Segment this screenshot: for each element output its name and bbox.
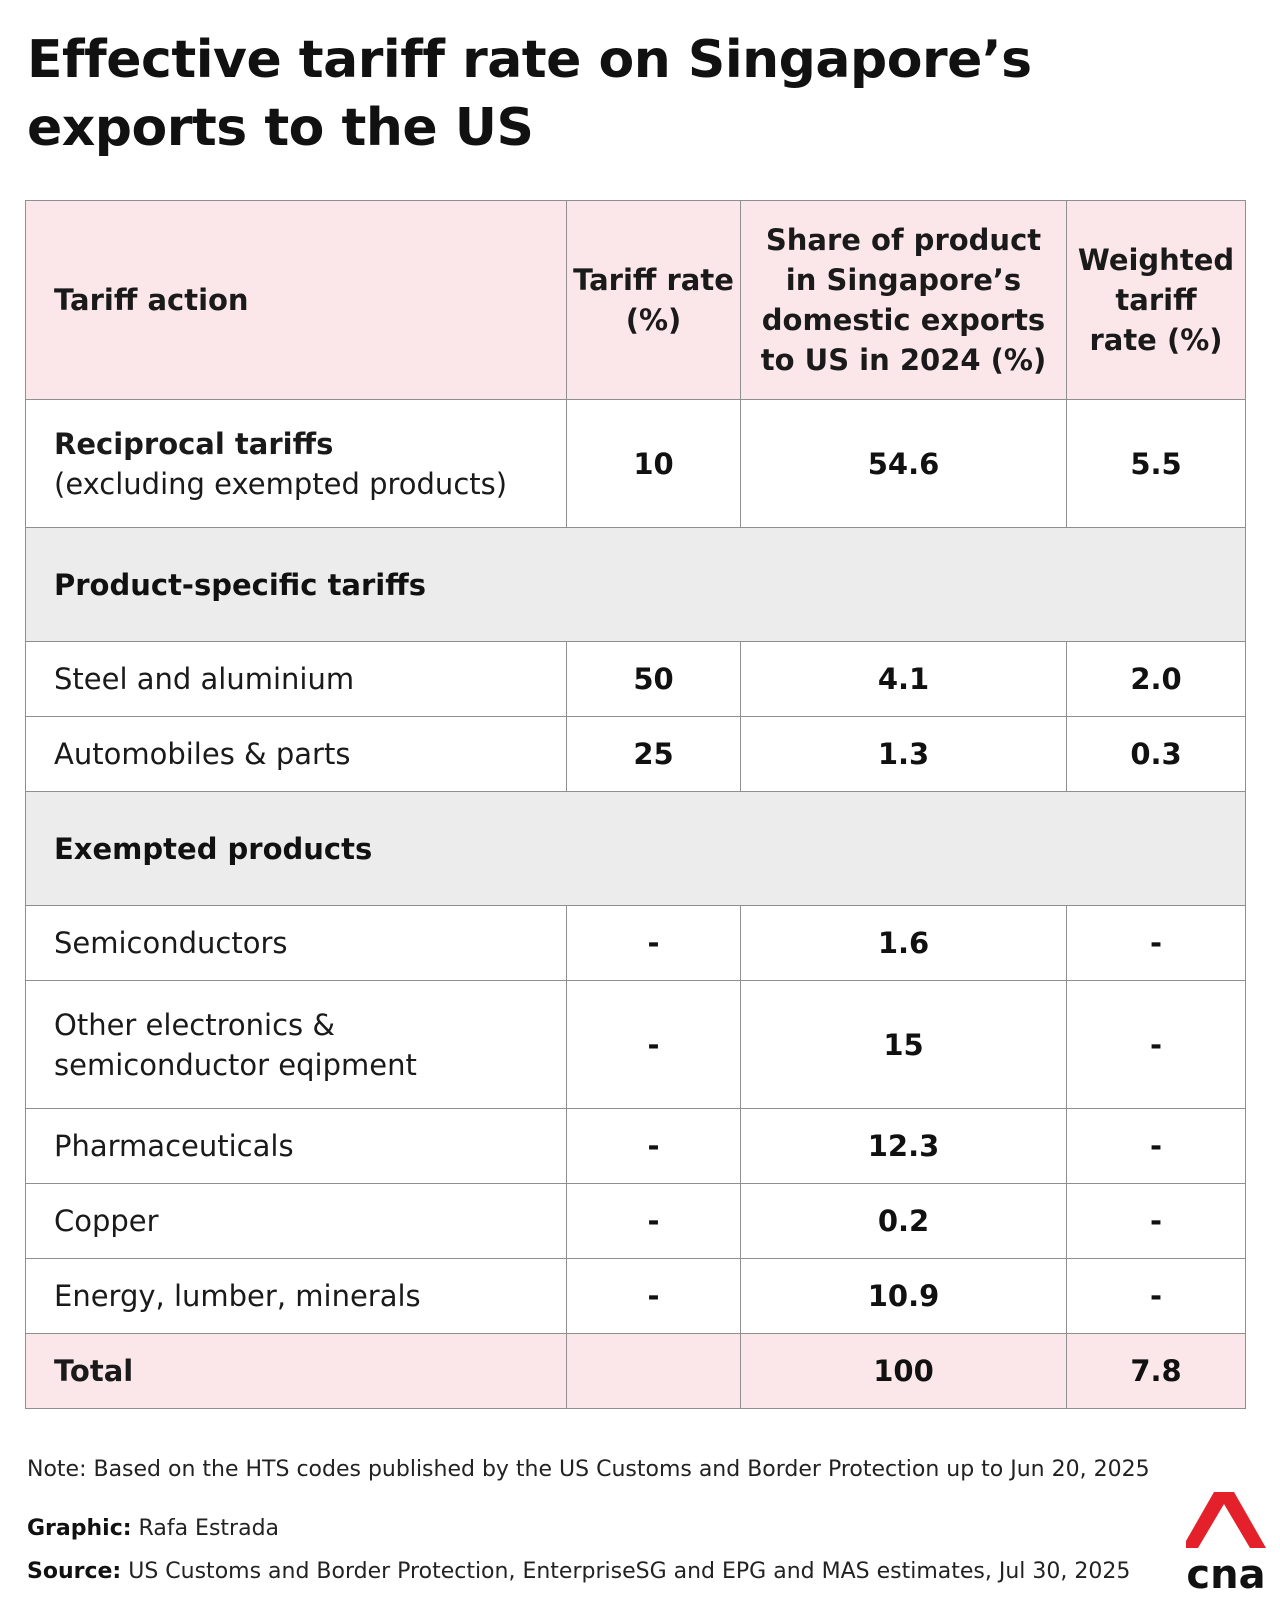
- row-label: Other electronics & semiconductor eqipme…: [25, 980, 567, 1109]
- table-row: Other electronics & semiconductor eqipme…: [25, 980, 1246, 1109]
- header-weighted-rate-text: Weighted tariff rate (%): [1077, 243, 1235, 357]
- section-label-product-specific: Product-specific tariffs: [25, 527, 1246, 642]
- row-weighted: -: [1066, 1183, 1246, 1259]
- row-label-reciprocal: Reciprocal tariffs (excluding exempted p…: [25, 399, 567, 528]
- total-share: 100: [740, 1333, 1067, 1409]
- row-label: Copper: [25, 1183, 567, 1259]
- header-row: Tariff action Tariff rate (%) Share of p…: [25, 200, 1246, 400]
- row-rate: -: [566, 980, 741, 1109]
- table-row: Energy, lumber, minerals - 10.9 -: [25, 1258, 1246, 1334]
- cna-logo-mark: [1186, 1492, 1266, 1548]
- total-row: Total 100 7.8: [25, 1333, 1246, 1409]
- row-label: Pharmaceuticals: [25, 1108, 567, 1184]
- table-row: Automobiles & parts 25 1.3 0.3: [25, 716, 1246, 792]
- reciprocal-sublabel: (excluding exempted products): [54, 466, 508, 501]
- total-label: Total: [25, 1333, 567, 1409]
- header-tariff-rate: Tariff rate (%): [566, 200, 741, 400]
- header-tariff-action: Tariff action: [25, 200, 567, 400]
- row-share: 4.1: [740, 641, 1067, 717]
- row-weighted: 2.0: [1066, 641, 1246, 717]
- row-rate: -: [566, 1183, 741, 1259]
- tariff-table: Tariff action Tariff rate (%) Share of p…: [25, 200, 1246, 1409]
- table-row: Pharmaceuticals - 12.3 -: [25, 1108, 1246, 1184]
- reciprocal-share: 54.6: [740, 399, 1067, 528]
- header-tariff-rate-text: Tariff rate (%): [573, 263, 734, 337]
- row-share: 15: [740, 980, 1067, 1109]
- row-rate: 50: [566, 641, 741, 717]
- row-weighted: -: [1066, 1258, 1246, 1334]
- section-row-exempted: Exempted products: [25, 791, 1246, 906]
- chart-title: Effective tariff rate on Singapore’s exp…: [27, 30, 1032, 158]
- graphic-credit-label: Graphic:: [27, 1516, 132, 1541]
- source-credit: Source: US Customs and Border Protection…: [27, 1557, 1130, 1587]
- header-weighted-rate: Weighted tariff rate (%): [1066, 200, 1246, 400]
- reciprocal-label: Reciprocal tariffs: [54, 426, 334, 461]
- source-credit-label: Source:: [27, 1559, 122, 1584]
- table-row: Steel and aluminium 50 4.1 2.0: [25, 641, 1246, 717]
- section-label-exempted: Exempted products: [25, 791, 1246, 906]
- row-rate: -: [566, 1108, 741, 1184]
- table-row-reciprocal: Reciprocal tariffs (excluding exempted p…: [25, 399, 1246, 528]
- total-rate: [566, 1333, 741, 1409]
- row-label: Automobiles & parts: [25, 716, 567, 792]
- row-weighted: -: [1066, 1108, 1246, 1184]
- table-row: Semiconductors - 1.6 -: [25, 905, 1246, 981]
- row-rate: -: [566, 1258, 741, 1334]
- row-rate: -: [566, 905, 741, 981]
- table-row: Copper - 0.2 -: [25, 1183, 1246, 1259]
- cna-logo-text: cna: [1186, 1552, 1265, 1594]
- tariff-table-container: Tariff action Tariff rate (%) Share of p…: [25, 200, 1246, 1409]
- row-weighted: -: [1066, 980, 1246, 1109]
- section-row-product-specific: Product-specific tariffs: [25, 527, 1246, 642]
- cna-logo: cna: [1186, 1492, 1266, 1594]
- graphic-credit-value: Rafa Estrada: [138, 1516, 280, 1541]
- row-weighted: -: [1066, 905, 1246, 981]
- header-share: Share of product in Singapore’s domestic…: [740, 200, 1067, 400]
- row-label: Semiconductors: [25, 905, 567, 981]
- total-weighted: 7.8: [1066, 1333, 1246, 1409]
- reciprocal-rate: 10: [566, 399, 741, 528]
- row-share: 0.2: [740, 1183, 1067, 1259]
- row-share: 12.3: [740, 1108, 1067, 1184]
- footnote: Note: Based on the HTS codes published b…: [27, 1457, 1150, 1482]
- graphic-credit: Graphic: Rafa Estrada: [27, 1514, 279, 1544]
- row-weighted: 0.3: [1066, 716, 1246, 792]
- row-share: 1.3: [740, 716, 1067, 792]
- row-label: Steel and aluminium: [25, 641, 567, 717]
- row-rate: 25: [566, 716, 741, 792]
- row-label: Energy, lumber, minerals: [25, 1258, 567, 1334]
- row-share: 1.6: [740, 905, 1067, 981]
- row-share: 10.9: [740, 1258, 1067, 1334]
- source-credit-value: US Customs and Border Protection, Enterp…: [128, 1559, 1131, 1584]
- header-share-text: Share of product in Singapore’s domestic…: [760, 223, 1047, 377]
- reciprocal-weighted: 5.5: [1066, 399, 1246, 528]
